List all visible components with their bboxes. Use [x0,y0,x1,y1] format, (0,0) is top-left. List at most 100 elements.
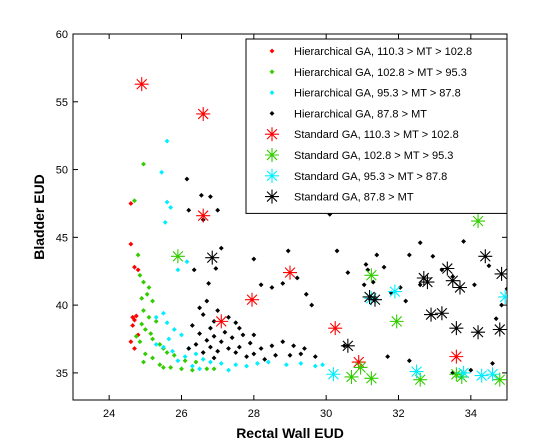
data-point [139,321,145,327]
data-point-star [456,365,471,380]
data-point-star [367,292,382,307]
data-point [200,312,206,318]
data-point-star [492,322,507,337]
data-point [468,367,474,373]
data-point [403,298,409,304]
data-point [189,367,195,373]
data-point [251,256,257,262]
data-point [312,354,318,360]
data-point [298,351,304,357]
data-point [130,323,136,328]
data-point-star [134,77,149,92]
data-point [406,252,412,258]
data-point [215,308,221,313]
data-point [211,366,217,372]
data-point [193,359,199,365]
series-2 [132,161,217,373]
data-point [486,263,492,269]
data-point [233,350,239,355]
legend-marker [269,48,275,54]
data-point [186,346,192,351]
data-point [251,351,257,357]
data-point [171,327,177,332]
data-point [222,329,228,335]
data-point [153,341,159,347]
data-point [139,295,145,301]
data-point [417,240,423,246]
data-point [283,362,289,368]
data-point-star [452,280,467,295]
legend-marker [265,127,279,142]
data-point [247,340,253,346]
data-point [363,262,369,267]
data-point [197,331,203,337]
data-point [137,339,143,345]
data-point [182,358,188,364]
data-point [191,267,197,273]
series-4 [184,176,507,376]
data-point-star [492,372,507,387]
data-point [204,366,210,372]
data-point [269,285,275,290]
y-tick-label: 40 [56,300,68,312]
data-point [312,363,318,369]
data-point [132,317,137,323]
data-point [157,341,163,347]
legend-label: Hierarchical GA, 102.8 > MT > 95.3 [294,67,467,79]
data-point [233,320,239,326]
data-point [128,339,134,345]
y-tick-label: 45 [56,232,68,244]
legend-entry: Hierarchical GA, 95.3 > MT > 87.8 [269,88,461,100]
data-point [490,360,495,366]
data-point [175,358,181,364]
data-point [218,245,224,251]
data-point-star [471,214,486,229]
data-point [135,267,141,273]
legend-box [245,38,508,214]
data-point-star [424,307,439,322]
y-tick-label: 60 [56,29,68,41]
data-point-star [364,268,379,283]
data-point [157,362,163,368]
legend-marker [269,90,275,96]
legend-entry: Hierarchical GA, 87.8 > MT [269,108,427,120]
data-point [287,352,293,358]
data-point [280,339,286,345]
data-point [182,354,188,360]
legend-label: Standard GA, 110.3 > MT > 102.8 [294,129,459,141]
data-point [285,248,291,254]
legend-label: Standard GA, 102.8 > MT > 95.3 [294,150,453,162]
data-point [142,351,148,357]
data-point [374,252,380,258]
y-tick-label: 55 [56,97,68,109]
data-point-star [389,314,404,329]
data-point [184,176,190,182]
legend-label: Standard GA, 87.8 > MT [294,192,414,204]
data-point [146,314,152,320]
legend-entry: Hierarchical GA, 110.3 > MT > 102.8 [269,46,472,58]
data-point [171,352,177,358]
data-point [211,355,217,361]
data-point [150,355,155,361]
data-point-star [449,349,464,364]
data-point-star [471,325,486,340]
data-point-star [445,273,460,288]
data-point [244,363,250,369]
x-tick-label: 24 [103,408,115,420]
series-8 [205,249,507,353]
data-point [215,207,221,213]
data-point-star [205,250,220,265]
data-point [226,314,231,320]
data-point [334,248,340,254]
data-point [168,365,174,370]
data-point [170,348,175,354]
data-point [141,308,146,313]
data-point [309,302,315,308]
data-point [381,264,387,270]
data-point [159,169,165,175]
data-point-star [440,261,455,276]
data-point-star [387,284,402,299]
data-point [128,201,134,206]
data-point [153,318,159,324]
